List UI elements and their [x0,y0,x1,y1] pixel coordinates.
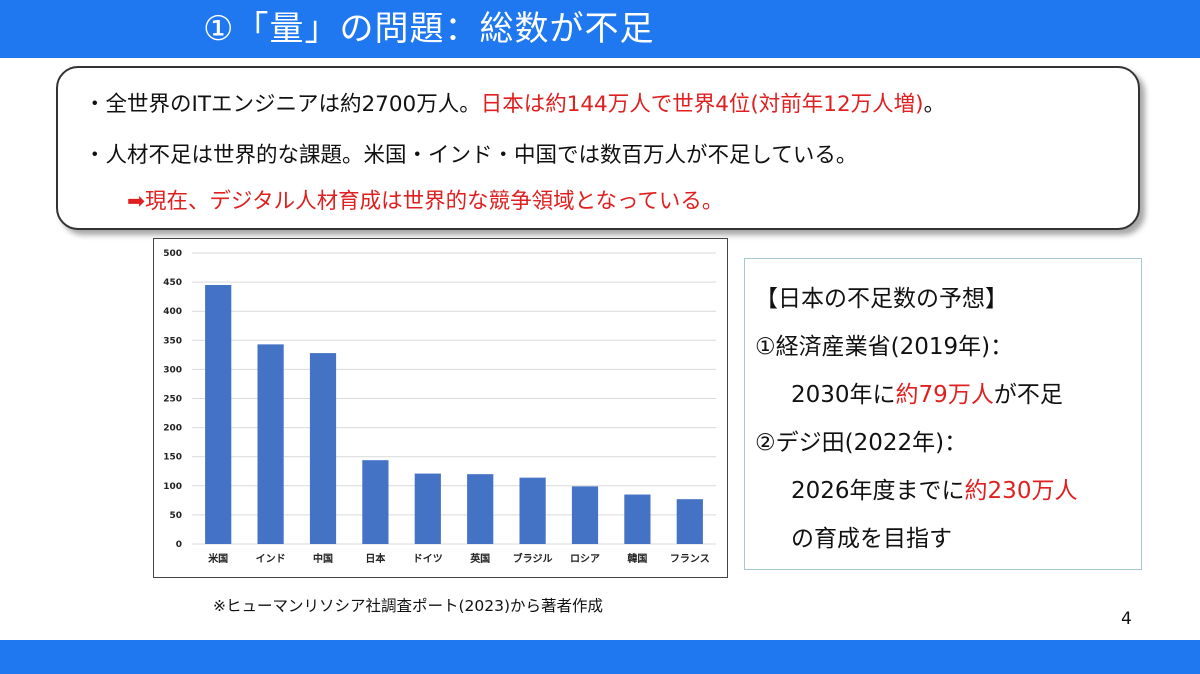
x-category-label: 英国 [469,552,490,565]
bar [414,473,441,544]
chart-svg: 0 50 100 150 200 250 300 350 400 450 500 米国 インド 中国 日本 ド… [163,249,716,565]
y-tick-label: 450 [163,278,182,288]
x-category-label: 中国 [313,552,333,565]
y-tick-label: 250 [163,395,182,405]
y-tick-label: 350 [163,336,182,346]
info-item-1-post: が不足 [993,382,1063,408]
y-tick-label: 100 [163,482,182,492]
bullet-1-end: 。 [923,92,946,117]
conclusion-text: ➡現在、デジタル人材育成は世界的な競争領域となっている。 [127,189,724,214]
y-tick-label: 50 [169,511,182,521]
info-item-1-pre: 2030年に [791,382,896,408]
info-item-2-pre: 2026年度までに [791,478,965,504]
x-category-label: インド [256,553,286,565]
x-category-label: 米国 [208,552,228,565]
x-category-label: ブラジル [513,552,553,565]
x-category-label: ドイツ [413,553,443,565]
footer-bar [0,640,1200,674]
bullet-it-engineers: ・全世界のITエンジニアは約2700万人。日本は約144万人で世界4位(対前年1… [84,87,945,118]
summary-callout: ・全世界のITエンジニアは約2700万人。日本は約144万人で世界4位(対前年1… [56,66,1140,230]
y-tick-label: 150 [163,453,182,463]
japan-shortage-box: 【日本の不足数の予想】 ①経済産業省(2019年)： 2030年に約79万人が不… [744,258,1142,570]
bullet-1-text: ・全世界のITエンジニアは約2700万人。 [84,92,481,117]
bar [362,460,389,544]
y-tick-label: 0 [176,540,182,550]
info-heading: 【日本の不足数の予想】 [755,286,1008,312]
x-category-label: 韓国 [627,552,647,565]
y-tick-label: 400 [163,307,182,317]
bar [676,499,703,544]
info-item-2-title: ②デジ田(2022年)： [755,430,968,456]
info-item-2-detail: 2026年度までに約230万人 [791,471,1077,505]
info-item-2-line2: の育成を目指す [791,526,952,552]
source-note: ※ヒューマンリソシア社調査ポート(2023)から著者作成 [213,597,604,615]
info-item-2-value: 約230万人 [964,478,1078,504]
slide-title: ①「量」の問題：総数が不足 [203,9,655,49]
header-bar [0,0,1200,58]
bar [309,353,337,544]
bullet-shortage: ・人材不足は世界的な課題。米国・インド・中国では数百万人が不足している。 [84,143,858,168]
x-category-label: 日本 [365,552,386,565]
bullet-1-highlight: 日本は約144万人で世界4位(対前年12万人増) [480,92,924,117]
bar-chart: 0 50 100 150 200 250 300 350 400 450 500 米国 インド 中国 日本 ド… [153,238,728,578]
bar [624,494,651,544]
info-item-1-title: ①経済産業省(2019年)： [755,334,1014,360]
bar [467,474,494,544]
bar [571,486,599,544]
y-tick-label: 300 [163,365,182,375]
bar [257,344,284,544]
x-category-label: ロシア [570,553,600,565]
info-item-1-detail: 2030年に約79万人が不足 [791,375,1063,409]
info-item-1-value: 約79万人 [895,382,994,408]
x-category-label: フランス [670,553,710,565]
bar [519,477,546,544]
y-tick-label: 200 [163,424,182,434]
bar [205,285,232,544]
page-number: 4 [1121,609,1132,629]
y-tick-label: 500 [163,249,182,259]
